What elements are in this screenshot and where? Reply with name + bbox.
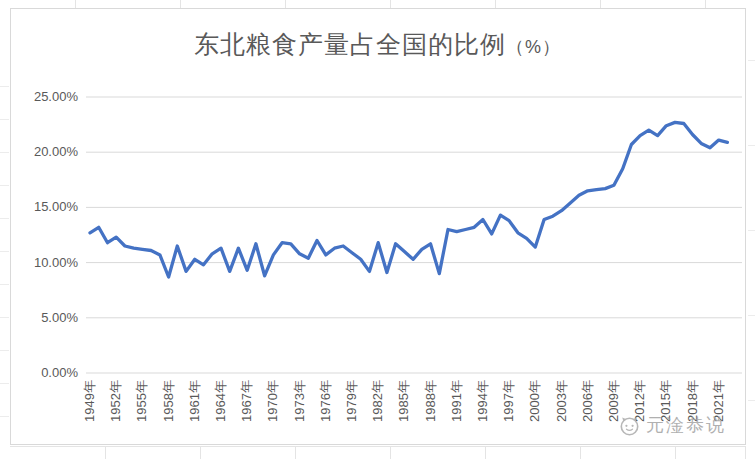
x-axis-tick-label: 1949年 — [83, 380, 97, 444]
grain-share-line — [90, 122, 727, 277]
x-axis-tick-label: 1961年 — [188, 380, 202, 444]
x-axis-tick-label: 2006年 — [581, 380, 595, 444]
x-axis-tick-label: 1982年 — [371, 380, 385, 444]
x-axis-tick-label: 1952年 — [109, 380, 123, 444]
y-axis-tick-label: 20.00% — [8, 145, 78, 159]
x-axis-tick-label: 1985年 — [397, 380, 411, 444]
y-axis-tick-label: 15.00% — [8, 200, 78, 214]
x-axis-tick-label: 1973年 — [293, 380, 307, 444]
y-axis-tick-label: 25.00% — [8, 90, 78, 104]
x-axis-tick-label: 1979年 — [345, 380, 359, 444]
x-axis-tick-label: 1955年 — [135, 380, 149, 444]
x-axis-tick-label: 1988年 — [424, 380, 438, 444]
x-axis-tick-label: 2000年 — [528, 380, 542, 444]
y-axis-tick-label: 5.00% — [8, 311, 78, 325]
x-axis-tick-label: 1970年 — [266, 380, 280, 444]
watermark-text: 元淦恭说 — [646, 413, 726, 437]
x-axis-tick-label: 1991年 — [450, 380, 464, 444]
cat-face-logo-icon — [618, 414, 641, 437]
x-axis-tick-label: 1964年 — [214, 380, 228, 444]
x-axis-tick-label: 1997年 — [502, 380, 516, 444]
y-axis-tick-label: 10.00% — [8, 256, 78, 270]
x-axis-tick-label: 1958年 — [162, 380, 176, 444]
y-axis-tick-label: 0.00% — [8, 366, 78, 380]
x-axis-tick-label: 2003年 — [555, 380, 569, 444]
x-axis-tick-label: 1976年 — [319, 380, 333, 444]
excel-chart-screenshot: 东北粮食产量占全国的比例（%） 0.00%5.00%10.00%15.00%20… — [0, 0, 755, 459]
x-axis-tick-label: 1967年 — [240, 380, 254, 444]
watermark: 元淦恭说 — [618, 413, 726, 437]
x-axis-tick-label: 1994年 — [476, 380, 490, 444]
